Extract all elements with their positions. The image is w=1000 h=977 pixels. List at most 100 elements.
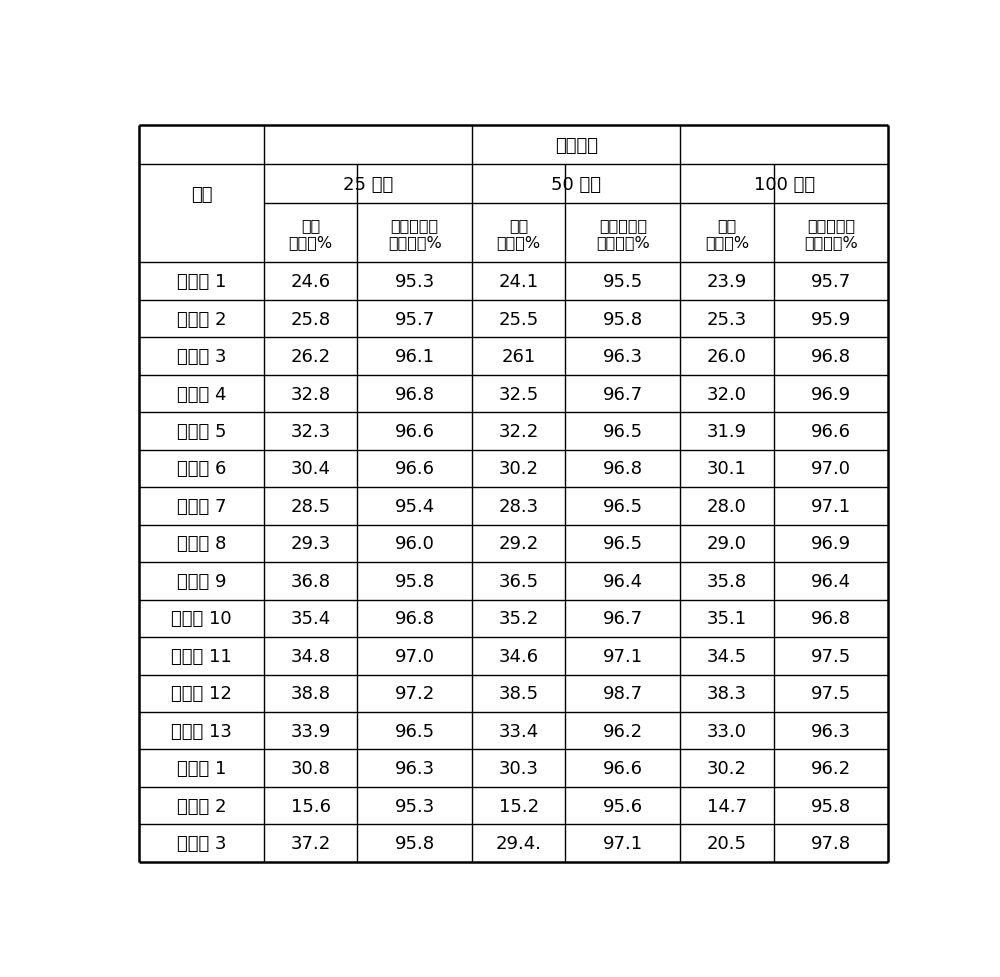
Text: 反应时间: 反应时间 xyxy=(555,137,598,154)
Text: 34.5: 34.5 xyxy=(707,647,747,665)
Text: 对比例 2: 对比例 2 xyxy=(177,797,226,815)
Text: 97.1: 97.1 xyxy=(603,647,643,665)
Text: 32.5: 32.5 xyxy=(499,385,539,404)
Text: 15.2: 15.2 xyxy=(499,797,539,815)
Text: 30.2: 30.2 xyxy=(707,759,747,778)
Text: 甲醇
利用率%: 甲醇 利用率% xyxy=(497,218,541,250)
Text: 98.7: 98.7 xyxy=(603,685,643,702)
Text: 97.2: 97.2 xyxy=(395,685,435,702)
Text: 35.1: 35.1 xyxy=(707,610,747,627)
Text: 32.3: 32.3 xyxy=(291,423,331,441)
Text: 96.1: 96.1 xyxy=(395,348,435,365)
Text: 97.5: 97.5 xyxy=(811,685,851,702)
Text: 实施例 2: 实施例 2 xyxy=(177,311,226,328)
Text: 25 小时: 25 小时 xyxy=(343,176,393,193)
Text: 96.5: 96.5 xyxy=(603,534,643,553)
Text: 32.0: 32.0 xyxy=(707,385,747,404)
Text: 96.2: 96.2 xyxy=(603,722,643,740)
Text: 甲醇
利用率%: 甲醇 利用率% xyxy=(705,218,749,250)
Text: 95.3: 95.3 xyxy=(395,797,435,815)
Text: 实施例 4: 实施例 4 xyxy=(177,385,226,404)
Text: 95.9: 95.9 xyxy=(811,311,851,328)
Text: 31.9: 31.9 xyxy=(707,423,747,441)
Text: 30.1: 30.1 xyxy=(707,460,747,478)
Text: 实施例 13: 实施例 13 xyxy=(171,722,232,740)
Text: 30.8: 30.8 xyxy=(291,759,331,778)
Text: 28.0: 28.0 xyxy=(707,497,747,516)
Text: 25.3: 25.3 xyxy=(707,311,747,328)
Text: 14.7: 14.7 xyxy=(707,797,747,815)
Text: 36.5: 36.5 xyxy=(499,573,539,590)
Text: 97.0: 97.0 xyxy=(811,460,851,478)
Text: 30.4: 30.4 xyxy=(291,460,331,478)
Text: 33.4: 33.4 xyxy=(499,722,539,740)
Text: 95.8: 95.8 xyxy=(603,311,643,328)
Text: 96.0: 96.0 xyxy=(395,534,435,553)
Text: 96.7: 96.7 xyxy=(603,385,643,404)
Text: 25.5: 25.5 xyxy=(499,311,539,328)
Text: 95.7: 95.7 xyxy=(811,273,851,291)
Text: 95.5: 95.5 xyxy=(603,273,643,291)
Text: 实施例 12: 实施例 12 xyxy=(171,685,232,702)
Text: 96.8: 96.8 xyxy=(603,460,643,478)
Text: 35.4: 35.4 xyxy=(291,610,331,627)
Text: 甲醇
利用率%: 甲醇 利用率% xyxy=(289,218,333,250)
Text: 24.1: 24.1 xyxy=(499,273,539,291)
Text: 实施例 10: 实施例 10 xyxy=(171,610,232,627)
Text: 96.3: 96.3 xyxy=(395,759,435,778)
Text: 97.8: 97.8 xyxy=(811,834,851,852)
Text: 100 小时: 100 小时 xyxy=(754,176,815,193)
Text: 36.8: 36.8 xyxy=(291,573,331,590)
Text: 苯乙烯乙苯
总选择性%: 苯乙烯乙苯 总选择性% xyxy=(804,218,858,250)
Text: 96.4: 96.4 xyxy=(603,573,643,590)
Text: 34.6: 34.6 xyxy=(499,647,539,665)
Text: 实施例 9: 实施例 9 xyxy=(177,573,226,590)
Text: 95.7: 95.7 xyxy=(395,311,435,328)
Text: 26.2: 26.2 xyxy=(291,348,331,365)
Text: 95.8: 95.8 xyxy=(395,573,435,590)
Text: 34.8: 34.8 xyxy=(291,647,331,665)
Text: 96.6: 96.6 xyxy=(603,759,643,778)
Text: 38.5: 38.5 xyxy=(499,685,539,702)
Text: 37.2: 37.2 xyxy=(291,834,331,852)
Text: 38.3: 38.3 xyxy=(707,685,747,702)
Text: 实施例 3: 实施例 3 xyxy=(177,348,226,365)
Text: 96.9: 96.9 xyxy=(811,534,851,553)
Text: 96.6: 96.6 xyxy=(395,460,435,478)
Text: 97.5: 97.5 xyxy=(811,647,851,665)
Text: 对比例 3: 对比例 3 xyxy=(177,834,226,852)
Text: 97.1: 97.1 xyxy=(603,834,643,852)
Text: 96.2: 96.2 xyxy=(811,759,851,778)
Text: 实施例 5: 实施例 5 xyxy=(177,423,226,441)
Text: 96.5: 96.5 xyxy=(603,423,643,441)
Text: 96.5: 96.5 xyxy=(603,497,643,516)
Text: 实施例 6: 实施例 6 xyxy=(177,460,226,478)
Text: 97.0: 97.0 xyxy=(395,647,435,665)
Text: 96.5: 96.5 xyxy=(395,722,435,740)
Text: 30.3: 30.3 xyxy=(499,759,539,778)
Text: 30.2: 30.2 xyxy=(499,460,539,478)
Text: 35.8: 35.8 xyxy=(707,573,747,590)
Text: 96.9: 96.9 xyxy=(811,385,851,404)
Text: 15.6: 15.6 xyxy=(291,797,331,815)
Text: 96.6: 96.6 xyxy=(811,423,851,441)
Text: 96.6: 96.6 xyxy=(395,423,435,441)
Text: 苯乙烯乙苯
总选择性%: 苯乙烯乙苯 总选择性% xyxy=(388,218,442,250)
Text: 38.8: 38.8 xyxy=(291,685,331,702)
Text: 96.3: 96.3 xyxy=(603,348,643,365)
Text: 26.0: 26.0 xyxy=(707,348,747,365)
Text: 95.3: 95.3 xyxy=(395,273,435,291)
Text: 29.4.: 29.4. xyxy=(496,834,542,852)
Text: 261: 261 xyxy=(502,348,536,365)
Text: 20.5: 20.5 xyxy=(707,834,747,852)
Text: 96.8: 96.8 xyxy=(395,385,435,404)
Text: 实施例 11: 实施例 11 xyxy=(171,647,232,665)
Text: 实施例 7: 实施例 7 xyxy=(177,497,226,516)
Text: 35.2: 35.2 xyxy=(499,610,539,627)
Text: 33.9: 33.9 xyxy=(291,722,331,740)
Text: 对比例 1: 对比例 1 xyxy=(177,759,226,778)
Text: 95.6: 95.6 xyxy=(603,797,643,815)
Text: 实施例 8: 实施例 8 xyxy=(177,534,226,553)
Text: 23.9: 23.9 xyxy=(707,273,747,291)
Text: 实施例 1: 实施例 1 xyxy=(177,273,226,291)
